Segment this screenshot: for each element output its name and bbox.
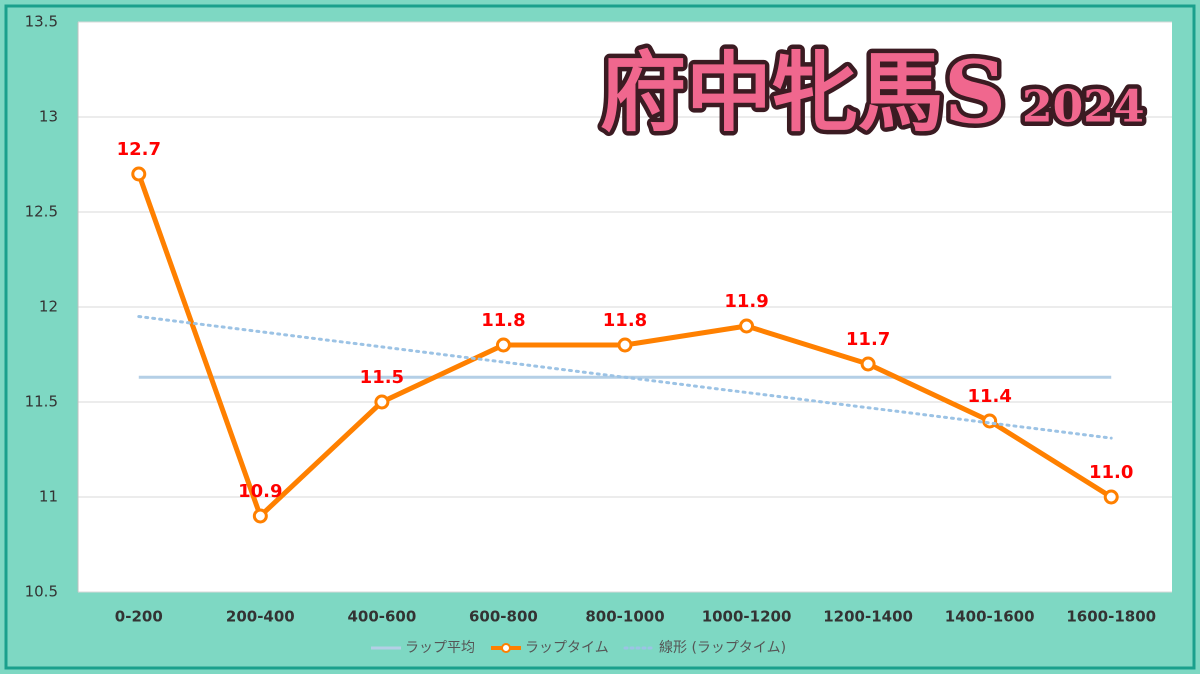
value-label: 11.8 — [481, 310, 525, 331]
y-tick-label: 11 — [39, 488, 58, 506]
y-tick-label: 10.5 — [25, 583, 58, 601]
point — [860, 356, 876, 372]
series-line — [137, 315, 1113, 440]
x-tick-label: 1000-1200 — [702, 608, 792, 626]
legend-marker — [501, 643, 511, 653]
x-tick-label: 200-400 — [226, 608, 295, 626]
point — [131, 166, 147, 182]
chart-subtitle: 2024 — [1022, 82, 1144, 133]
point — [1103, 489, 1119, 505]
y-tick-label: 13.5 — [25, 13, 58, 31]
x-tick-label: 1400-1600 — [945, 608, 1035, 626]
value-label: 10.9 — [238, 481, 282, 502]
x-tick-label: 0-200 — [115, 608, 163, 626]
x-tick-label: 600-800 — [469, 608, 538, 626]
point — [617, 337, 633, 353]
point — [374, 394, 390, 410]
value-label: 11.0 — [1089, 462, 1133, 483]
x-tick-label: 400-600 — [347, 608, 416, 626]
x-tick-label: 800-1000 — [585, 608, 664, 626]
legend-label: ラップ平均 — [405, 640, 475, 656]
point — [252, 508, 268, 524]
value-label: 11.4 — [967, 386, 1011, 407]
chart-title: 府中牝馬S — [600, 43, 1006, 144]
y-tick-label: 11.5 — [25, 393, 58, 411]
y-tick-label: 13 — [39, 108, 58, 126]
point — [495, 337, 511, 353]
value-label: 11.8 — [603, 310, 647, 331]
x-tick-label: 1600-1800 — [1066, 608, 1156, 626]
value-label: 11.5 — [360, 367, 404, 388]
point — [982, 413, 998, 429]
y-tick-label: 12 — [39, 298, 58, 316]
value-label: 11.7 — [846, 329, 890, 350]
legend-label: ラップタイム — [525, 640, 609, 656]
point — [739, 318, 755, 334]
frame — [4, 4, 1196, 670]
x-tick-label: 1200-1400 — [823, 608, 913, 626]
legend-label: 線形 (ラップタイム) — [659, 640, 786, 656]
value-label: 11.9 — [724, 291, 768, 312]
y-tick-label: 12.5 — [25, 203, 58, 221]
value-label: 12.7 — [117, 139, 161, 160]
